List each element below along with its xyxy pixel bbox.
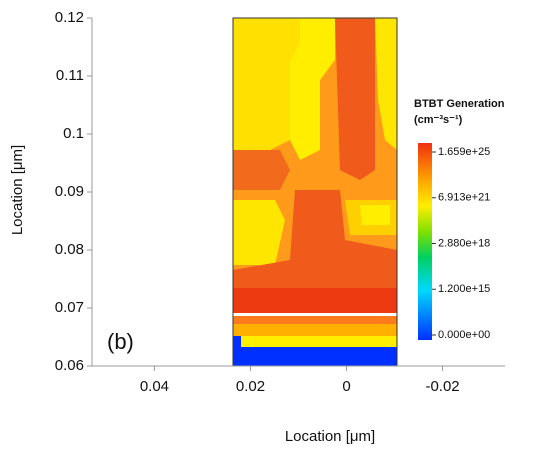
colorbar-title: BTBT Generation — [414, 98, 505, 110]
y-tick-label: 0.06 — [55, 357, 84, 374]
colorbar-tick-label: 1.659e+25 — [438, 146, 490, 158]
y-tick-label: 0.11 — [56, 67, 84, 84]
y-tick-label: 0.1 — [63, 125, 84, 142]
colorbar-tick-label: 1.200e+15 — [438, 283, 490, 295]
annotation: (b) — [107, 329, 134, 354]
colorbar-tick-label: 0.000e+00 — [438, 329, 490, 341]
x-axis-label: Location [μm] — [285, 428, 375, 445]
y-tick-label: 0.07 — [55, 299, 84, 316]
y-tick-label: 0.08 — [55, 241, 84, 258]
x-tick-label: -0.02 — [425, 378, 459, 395]
colorbar — [418, 143, 432, 340]
colorbar-tick-label: 2.880e+18 — [438, 237, 490, 249]
field — [232, 17, 398, 367]
colorbar-unit: (cm⁻³s⁻¹) — [414, 114, 463, 126]
x-tick-label: 0 — [342, 378, 350, 395]
y-axis-label: Location [μm] — [9, 145, 26, 235]
y-tick-label: 0.12 — [55, 9, 84, 26]
x-tick-label: 0.02 — [236, 378, 265, 395]
colorbar-tick-label: 6.913e+21 — [438, 192, 490, 204]
y-tick-label: 0.09 — [55, 183, 84, 200]
x-tick-label: 0.04 — [140, 378, 169, 395]
